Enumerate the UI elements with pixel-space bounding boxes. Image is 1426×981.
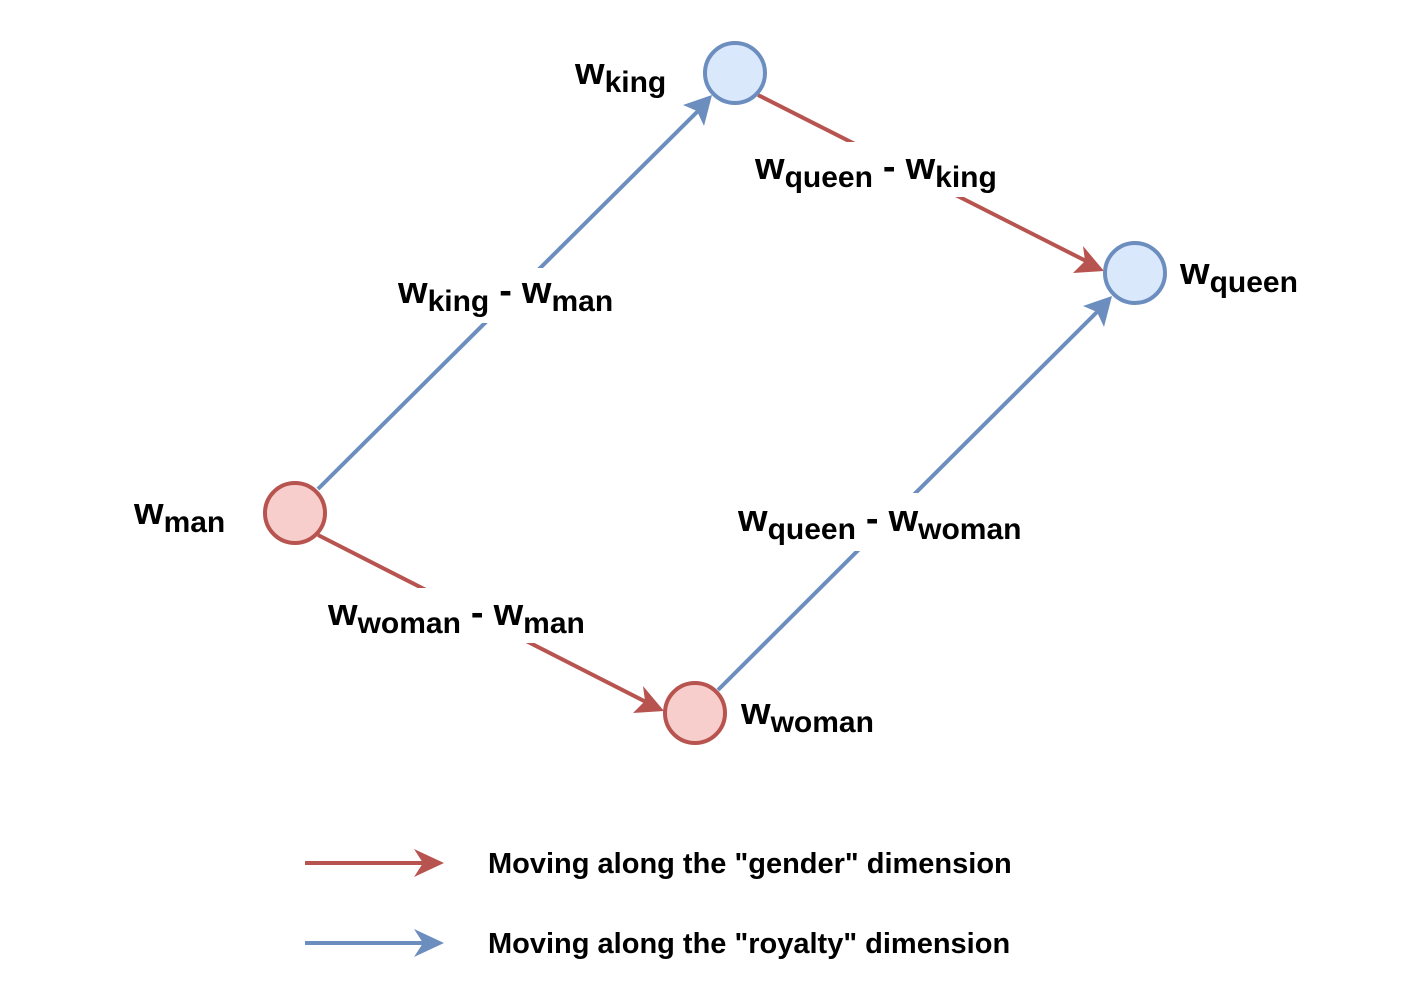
edge-label-woman-minus-man: wwoman - wman xyxy=(327,592,585,640)
edge-label-bg xyxy=(733,493,1053,551)
arrowhead-icon xyxy=(683,95,712,126)
arrowhead-icon xyxy=(1083,296,1112,327)
arrowhead-icon xyxy=(1073,246,1104,273)
legend-item-royalty: Moving along the "royalty" dimension xyxy=(305,928,1010,960)
node-man xyxy=(263,481,327,545)
node-queen xyxy=(1103,241,1167,305)
node-label-woman: wwoman xyxy=(740,691,874,739)
legend-gender-label: Moving along the "gender" dimension xyxy=(488,848,1012,880)
edge-label-king-minus-man: wking - wman xyxy=(397,270,613,318)
node-label-king: wking xyxy=(574,51,666,99)
node-label-man: wman xyxy=(133,491,225,539)
arrowhead-icon xyxy=(633,686,664,713)
edge-label-queen-minus-king: wqueen - wking xyxy=(754,146,997,194)
legend-royalty-label: Moving along the "royalty" dimension xyxy=(488,928,1010,960)
edge-label-bg xyxy=(323,588,613,643)
node-woman xyxy=(663,681,727,745)
node-label-queen: wqueen xyxy=(1179,251,1298,299)
arrowhead-icon xyxy=(414,849,444,877)
legend-item-gender: Moving along the "gender" dimension xyxy=(305,848,1012,880)
node-king xyxy=(703,41,767,105)
edge-label-bg xyxy=(750,142,1025,197)
legend: Moving along the "gender" dimension Movi… xyxy=(305,848,1012,960)
edge-label-queen-minus-woman: wqueen - wwoman xyxy=(737,498,1022,546)
edge-label-bg xyxy=(393,268,638,323)
arrowhead-icon xyxy=(414,929,444,957)
